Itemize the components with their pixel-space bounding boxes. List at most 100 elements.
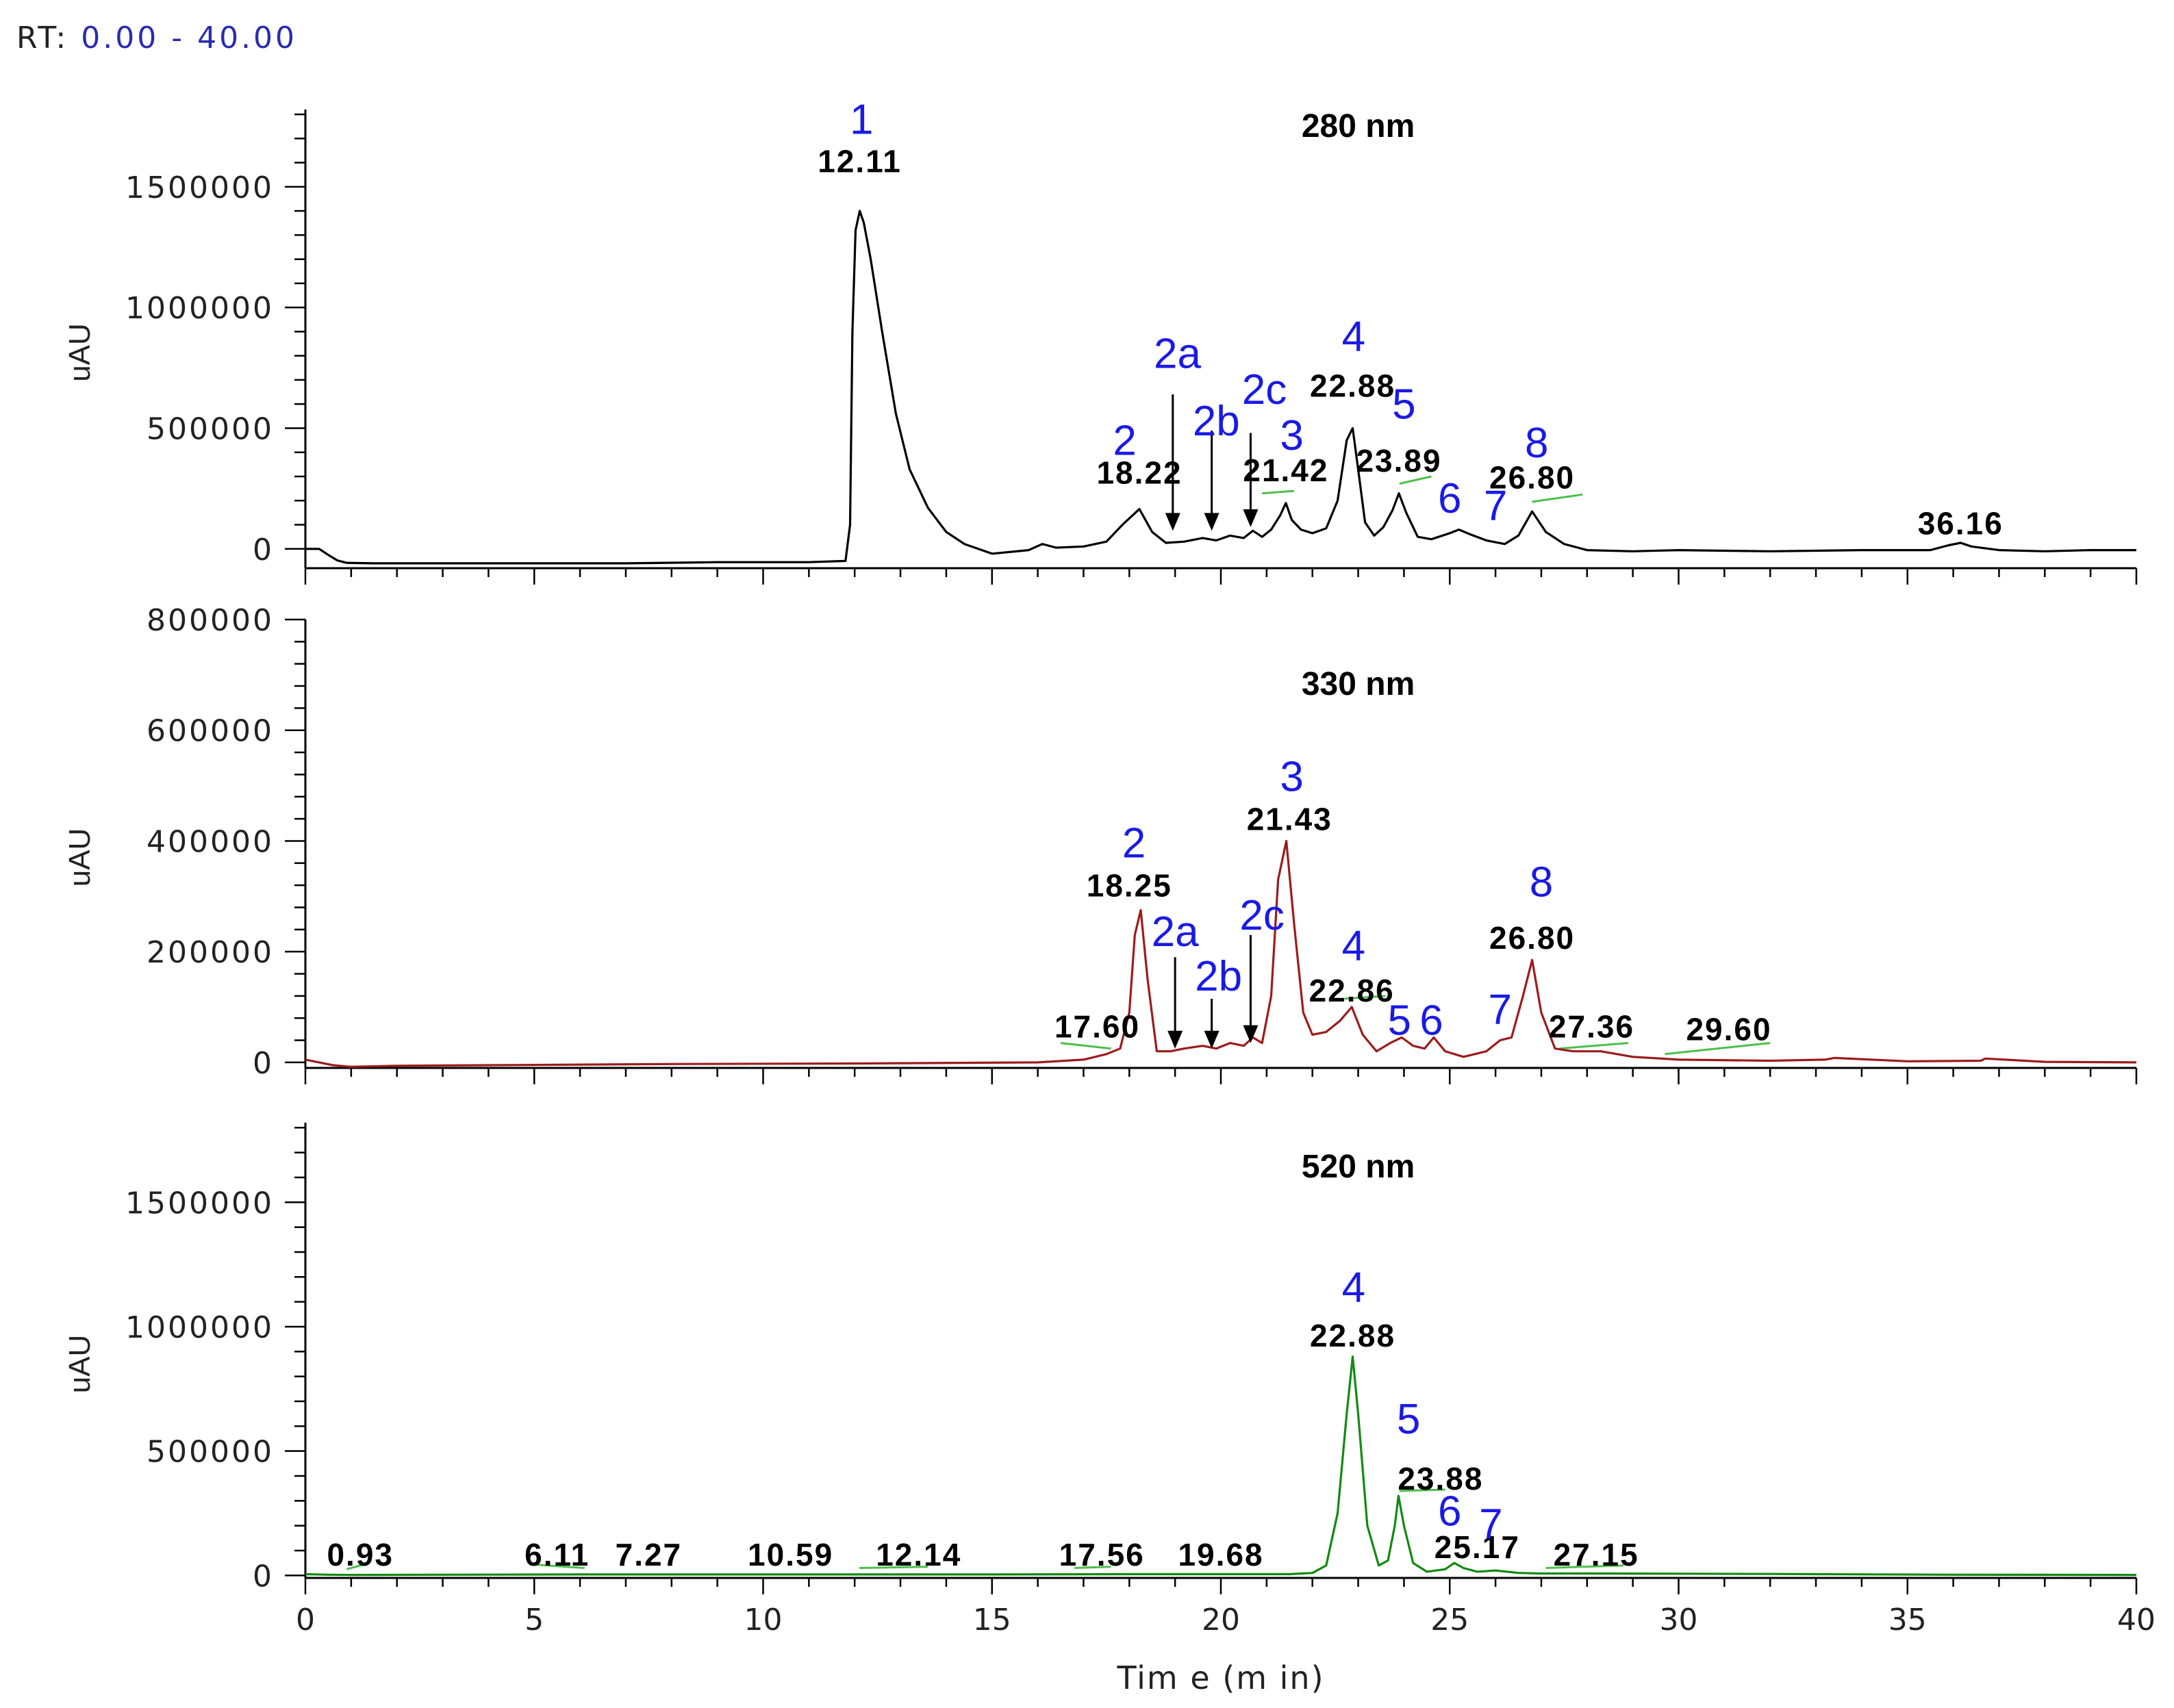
peak-number-label: 2a — [1152, 908, 1199, 956]
x-axis-label: Tim e (m in) — [1116, 1659, 1324, 1696]
peak-number-label: 5 — [1397, 1396, 1420, 1443]
peak-number-label: 5 — [1387, 997, 1411, 1044]
y-tick-label: 0 — [253, 533, 274, 568]
pointer-arrow-head — [1204, 513, 1219, 531]
y-tick-label: 1500000 — [125, 170, 274, 205]
chromatogram-trace — [305, 839, 2137, 1069]
baseline-mark — [1399, 1488, 1445, 1492]
retention-time-label: 23.88 — [1398, 1461, 1483, 1496]
peak-number-label: 6 — [1438, 1488, 1461, 1535]
y-axis-label: uAU — [63, 323, 97, 382]
x-tick-label: 15 — [973, 1603, 1011, 1637]
x-tick-label: 30 — [1660, 1603, 1698, 1637]
baseline-mark — [1060, 1042, 1111, 1050]
retention-time-label: 29.60 — [1686, 1012, 1771, 1047]
chart-panel-1: 0 500000 1000000 1500000 uAU 280 nm 12.11 18.22… — [63, 96, 2138, 585]
retention-time-label: 18.25 — [1087, 867, 1172, 903]
baseline-mark — [1532, 493, 1583, 503]
retention-time-label: 21.42 — [1243, 453, 1328, 488]
peak-number-label: 2c — [1242, 366, 1287, 413]
y-tick-label: 0 — [253, 1559, 274, 1594]
peak-number-label: 1 — [850, 96, 873, 143]
peak-number-label: 4 — [1342, 922, 1365, 969]
peak-number-label: 7 — [1484, 482, 1507, 529]
peak-number-label: 4 — [1342, 314, 1365, 361]
retention-time-label: 22.86 — [1309, 973, 1395, 1008]
pointer-arrow-head — [1243, 509, 1259, 528]
panel-title: 330 nm — [1302, 666, 1415, 702]
baseline-mark — [1545, 1564, 1624, 1569]
baseline-mark — [346, 1563, 366, 1570]
x-tick-label: 5 — [524, 1603, 544, 1637]
y-tick-label: 1500000 — [125, 1186, 274, 1221]
peak-number-label: 2b — [1195, 953, 1242, 1000]
retention-time-label: 17.60 — [1054, 1009, 1140, 1045]
chromatogram-trace — [305, 209, 2136, 565]
peak-number-label: 7 — [1479, 1501, 1502, 1548]
retention-time-label: 22.88 — [1310, 1318, 1395, 1353]
baseline-mark — [1399, 475, 1432, 485]
y-tick-label: 200000 — [147, 935, 274, 970]
retention-time-label: 12.14 — [876, 1537, 961, 1572]
peak-number-label: 7 — [1489, 986, 1512, 1033]
chart-panel-2: 0 200000 400000 600000 800000 uAU 330 nm 17.60 1… — [63, 603, 2138, 1084]
y-tick-label: 1000000 — [125, 291, 274, 326]
retention-time-label: 25.17 — [1434, 1529, 1520, 1565]
y-tick-label: 500000 — [147, 1435, 274, 1470]
retention-time-label: 10.59 — [748, 1537, 833, 1572]
retention-time-label: 23.89 — [1356, 443, 1441, 479]
peak-number-label: 2c — [1239, 892, 1284, 939]
pointer-arrow-head — [1165, 513, 1180, 531]
retention-time-label: 21.43 — [1247, 801, 1332, 837]
retention-time-label: 17.56 — [1059, 1537, 1145, 1572]
baseline-mark — [1074, 1566, 1111, 1569]
retention-time-label: 36.16 — [1918, 506, 2004, 541]
peak-number-label: 2 — [1122, 820, 1146, 867]
peak-number-label: 2a — [1154, 330, 1201, 377]
rt-prefix: RT: — [16, 21, 69, 55]
peak-number-label: 8 — [1530, 858, 1553, 906]
retention-time-label: 6.11 — [524, 1537, 590, 1572]
retention-time-label: 7.27 — [616, 1537, 683, 1572]
rt-range-label: RT: 0.00 - 40.00 — [16, 21, 297, 55]
retention-time-label: 26.80 — [1489, 460, 1575, 496]
x-tick-label: 20 — [1202, 1603, 1240, 1637]
x-tick-label: 0 — [296, 1603, 315, 1637]
peak-number-label: 6 — [1419, 997, 1443, 1044]
y-tick-label: 800000 — [147, 603, 274, 638]
baseline-mark — [1665, 1042, 1771, 1056]
pointer-arrow-head — [1167, 1030, 1183, 1049]
x-tick-label: 40 — [2117, 1603, 2156, 1637]
y-axis-label: uAU — [63, 828, 97, 887]
pointer-arrow-head — [1204, 1030, 1219, 1049]
retention-time-label: 22.88 — [1310, 368, 1395, 404]
peak-number-label: 3 — [1280, 412, 1303, 459]
y-tick-label: 0 — [253, 1046, 274, 1081]
baseline-mark — [859, 1566, 928, 1569]
x-tick-label: 35 — [1888, 1603, 1927, 1637]
retention-time-label: 0.93 — [327, 1537, 394, 1572]
peak-number-label: 6 — [1438, 475, 1461, 522]
retention-time-label: 27.15 — [1554, 1537, 1639, 1572]
y-tick-label: 400000 — [147, 824, 274, 859]
x-tick-label: 10 — [744, 1603, 783, 1637]
baseline-mark — [1344, 995, 1386, 1000]
peak-number-label: 5 — [1392, 381, 1415, 428]
baseline-mark — [1262, 489, 1295, 495]
y-tick-label: 600000 — [147, 714, 274, 749]
y-tick-label: 1000000 — [125, 1310, 274, 1345]
panel-title: 280 nm — [1302, 108, 1415, 144]
peak-number-label: 8 — [1525, 420, 1548, 467]
x-tick-label: 25 — [1430, 1603, 1469, 1637]
peak-number-label: 4 — [1342, 1264, 1365, 1312]
rt-range-value: 0.00 - 40.00 — [81, 21, 298, 55]
retention-time-label: 12.11 — [818, 144, 902, 179]
panel-title: 520 nm — [1302, 1149, 1415, 1185]
chromatogram-trace — [305, 1355, 2137, 1577]
peak-number-label: 3 — [1280, 754, 1303, 801]
retention-time-label: 26.80 — [1489, 920, 1575, 956]
y-tick-label: 500000 — [147, 411, 274, 446]
retention-time-label: 27.36 — [1549, 1009, 1634, 1045]
